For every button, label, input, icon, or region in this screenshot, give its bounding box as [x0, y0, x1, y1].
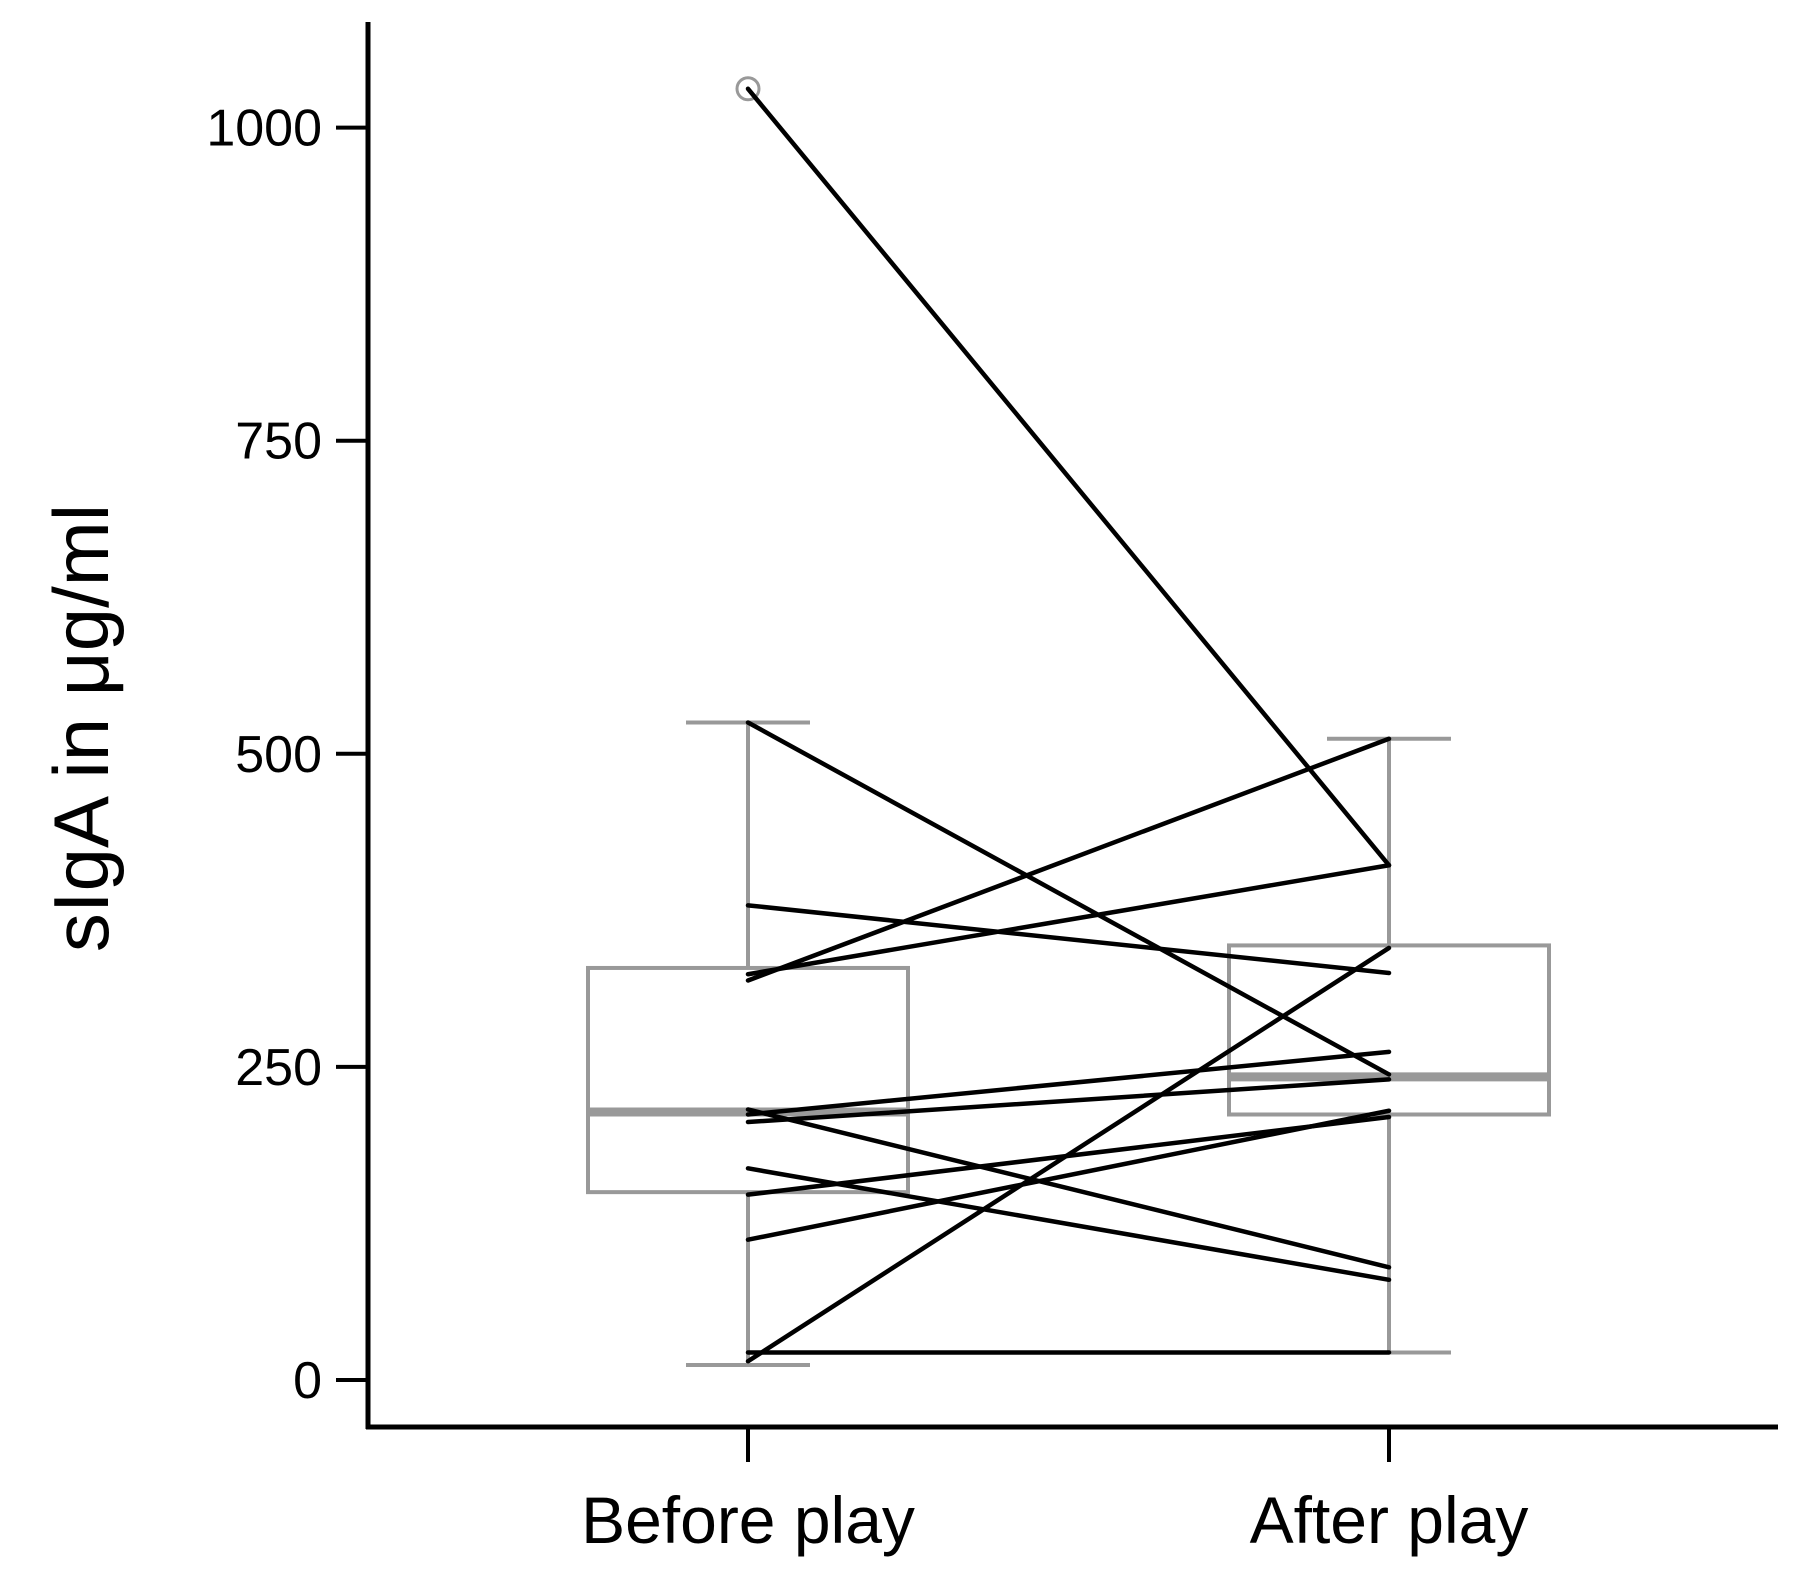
y-tick-label-500: 500: [235, 726, 322, 784]
y-tick-label-1000: 1000: [206, 100, 322, 158]
box-before-play: [586, 965, 910, 1195]
x-tick-label-after-play: After play: [1250, 1483, 1529, 1557]
y-axis-ticks: 0 250 500 750 1000: [206, 100, 368, 1410]
box-plots: [586, 76, 1551, 1367]
paired-line-6: [745, 1049, 1392, 1117]
paired-line-11: [745, 1108, 1392, 1242]
paired-line-12: [745, 945, 1392, 1364]
paired-line-8: [745, 1107, 1392, 1270]
paired-line-3: [745, 903, 1392, 976]
paired-line-7: [745, 1077, 1392, 1125]
x-tick-label-before-play: Before play: [581, 1483, 915, 1557]
x-axis-ticks: Before play After play: [581, 1427, 1528, 1557]
y-tick-label-750: 750: [235, 413, 322, 471]
axes: [365, 22, 1778, 1430]
paired-line-5: [745, 863, 1392, 977]
paired-line-9: [745, 1166, 1392, 1283]
y-tick-label-0: 0: [293, 1352, 322, 1410]
paired-lines: [745, 86, 1392, 1364]
paired-line-4: [745, 736, 1392, 983]
y-axis-title: sIgA in μg/ml: [37, 504, 125, 952]
paired-line-1: [745, 86, 1392, 868]
y-tick-label-250: 250: [235, 1039, 322, 1097]
